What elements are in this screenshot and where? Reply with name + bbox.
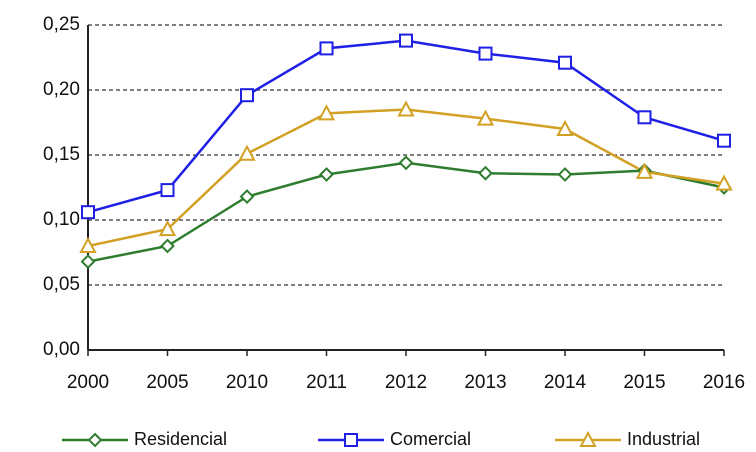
marker: [79, 236, 97, 253]
y-tick-label: 0,20: [43, 79, 80, 100]
legend-label: Industrial: [627, 429, 700, 449]
x-tick-label: 2013: [464, 372, 506, 393]
marker: [478, 46, 493, 61]
marker: [81, 205, 95, 220]
marker: [240, 88, 254, 103]
x-tick-label: 2000: [67, 372, 109, 393]
marker: [80, 254, 96, 270]
marker: [238, 144, 256, 161]
marker: [635, 162, 654, 179]
marker: [87, 432, 103, 448]
marker: [557, 167, 573, 182]
marker: [160, 183, 175, 198]
x-tick-label: 2011: [306, 372, 347, 393]
marker: [319, 41, 334, 56]
series-line: [87, 39, 725, 214]
marker: [239, 189, 255, 205]
marker: [717, 133, 731, 148]
marker: [476, 109, 495, 126]
marker: [558, 55, 572, 70]
marker: [160, 238, 175, 254]
marker: [715, 174, 733, 191]
legend-label: Residencial: [134, 429, 227, 449]
marker: [478, 165, 493, 181]
marker: [556, 119, 574, 136]
marker: [158, 219, 177, 237]
x-tick-label: 2010: [226, 372, 268, 393]
y-tick-label: 0,00: [43, 339, 80, 360]
marker: [399, 33, 413, 48]
y-tick-label: 0,15: [43, 144, 80, 165]
x-tick-label: 2016: [703, 372, 745, 393]
marker: [579, 430, 597, 447]
marker: [344, 433, 358, 447]
marker: [317, 104, 336, 121]
x-tick-label: 2005: [146, 372, 188, 393]
x-tick-label: 2015: [623, 372, 665, 393]
y-tick-label: 0,05: [43, 274, 80, 295]
x-tick-label: 2012: [385, 372, 427, 393]
series-line: [87, 161, 725, 263]
x-tick-label: 2014: [544, 372, 587, 393]
legend-label: Comercial: [390, 429, 471, 449]
series-line: [87, 108, 725, 248]
marker: [398, 155, 414, 171]
y-tick-label: 0,10: [43, 209, 80, 230]
marker: [637, 110, 652, 125]
y-tick-label: 0,25: [43, 14, 80, 35]
marker: [319, 167, 334, 182]
marker: [397, 100, 415, 117]
